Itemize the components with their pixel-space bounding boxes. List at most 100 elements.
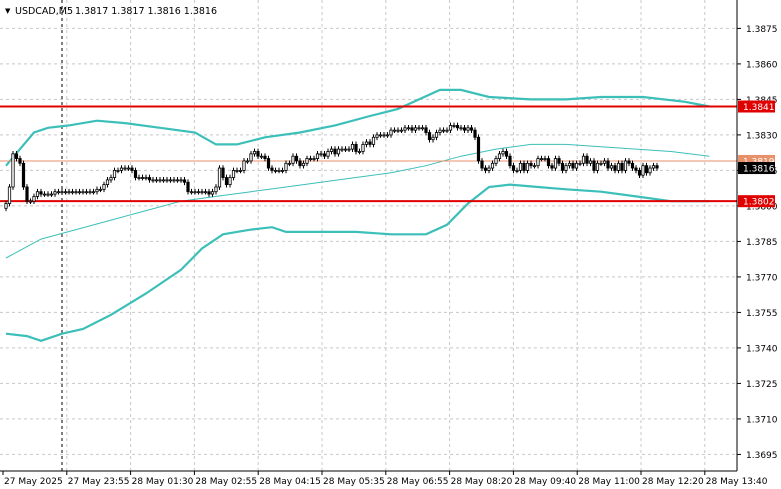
candle-body <box>413 127 418 131</box>
candle-body <box>529 162 533 167</box>
candle-body <box>151 179 155 182</box>
candle-body <box>182 179 187 183</box>
candle-body <box>361 143 365 152</box>
candle-body <box>466 127 470 131</box>
candle-body <box>98 188 103 191</box>
candle-body <box>147 177 152 181</box>
candle-body <box>158 179 162 182</box>
menu-dropdown-icon[interactable]: ▼ <box>5 7 11 15</box>
candle-body <box>655 165 659 169</box>
candle-body <box>536 158 540 167</box>
candle-body <box>350 143 355 150</box>
y-tick-label: 1.3695 <box>746 451 778 461</box>
candle-body <box>343 148 348 151</box>
candle-body <box>322 153 327 157</box>
candle-body <box>651 165 656 169</box>
horizontal-levels[interactable] <box>0 105 737 203</box>
candle-body <box>315 153 320 159</box>
candle-body <box>420 127 425 130</box>
candle-body <box>564 165 568 171</box>
y-tick-label: 1.3710 <box>746 415 778 425</box>
candle-body <box>175 179 180 182</box>
x-tick-label: 27 May 23:55 <box>68 477 130 487</box>
candle-body <box>487 167 491 171</box>
candle-body <box>207 191 211 195</box>
candle-body <box>469 127 474 131</box>
candle-body <box>14 153 19 159</box>
candle-body <box>60 191 64 194</box>
candle-body <box>49 193 54 196</box>
candle-body <box>91 191 96 194</box>
candle-body <box>508 155 512 167</box>
candle-body <box>67 191 71 194</box>
candle-body <box>32 196 36 202</box>
candle-body <box>256 151 260 157</box>
candle-body <box>77 191 82 194</box>
x-tick-label: 28 May 13:40 <box>706 477 768 487</box>
candle-body <box>21 162 26 188</box>
candle-body <box>578 162 582 165</box>
candle-body <box>515 170 519 172</box>
candle-body <box>133 170 138 178</box>
candle-body <box>613 165 617 171</box>
current-price-tag-bg <box>738 162 775 175</box>
candle-body <box>273 170 278 172</box>
candle-body <box>28 200 33 203</box>
candle-body <box>193 191 197 194</box>
candle-body <box>35 191 40 197</box>
candle-body <box>18 158 22 164</box>
candle-body <box>609 165 614 169</box>
candle-body <box>336 148 341 155</box>
candle-body <box>620 162 624 171</box>
candle-body <box>214 186 218 193</box>
candle-body <box>46 193 50 196</box>
candle-body <box>25 186 29 202</box>
candle-body <box>459 127 463 130</box>
y-tick-label: 1.3770 <box>746 273 778 283</box>
candle-body <box>189 191 194 194</box>
x-tick-label: 28 May 11:00 <box>578 477 640 487</box>
candle-body <box>231 170 236 178</box>
candle-body <box>84 191 89 194</box>
candle-body <box>81 191 85 194</box>
candle-body <box>144 177 148 179</box>
candle-body <box>560 162 565 171</box>
candle-body <box>557 158 561 164</box>
chart-symbol: USDCAD,M5 <box>15 6 73 17</box>
candle-body <box>396 129 400 132</box>
candle-body <box>224 177 229 186</box>
y-tick-label: 1.3800 <box>746 202 778 212</box>
candle-body <box>74 191 78 194</box>
candle-body <box>494 158 498 164</box>
candle-body <box>574 162 579 169</box>
candle-body <box>480 160 484 169</box>
candle-body <box>116 170 120 172</box>
candle-body <box>263 155 267 159</box>
y-tick-label: 1.3755 <box>746 309 778 319</box>
x-tick-label: 28 May 09:40 <box>514 477 576 487</box>
candle-body <box>641 165 645 176</box>
x-tick-label: 28 May 01:30 <box>132 477 194 487</box>
candle-body <box>179 179 183 182</box>
candle-body <box>483 167 488 171</box>
candle-body <box>4 203 8 209</box>
candle-body <box>392 129 397 132</box>
candle-body <box>109 177 113 181</box>
candle-body <box>634 167 638 171</box>
x-tick-label: 28 May 05:35 <box>323 477 385 487</box>
candle-body <box>490 162 495 169</box>
candle-body <box>511 165 516 171</box>
y-tick-label: 1.3740 <box>746 344 778 354</box>
candle-body <box>277 170 281 172</box>
candle-body <box>375 134 379 138</box>
candle-body <box>431 136 435 141</box>
candle-body <box>165 179 169 182</box>
candle-body <box>70 191 75 194</box>
grid <box>0 0 737 471</box>
candle-body <box>200 191 204 194</box>
x-tick-label: 28 May 02:55 <box>195 477 257 487</box>
